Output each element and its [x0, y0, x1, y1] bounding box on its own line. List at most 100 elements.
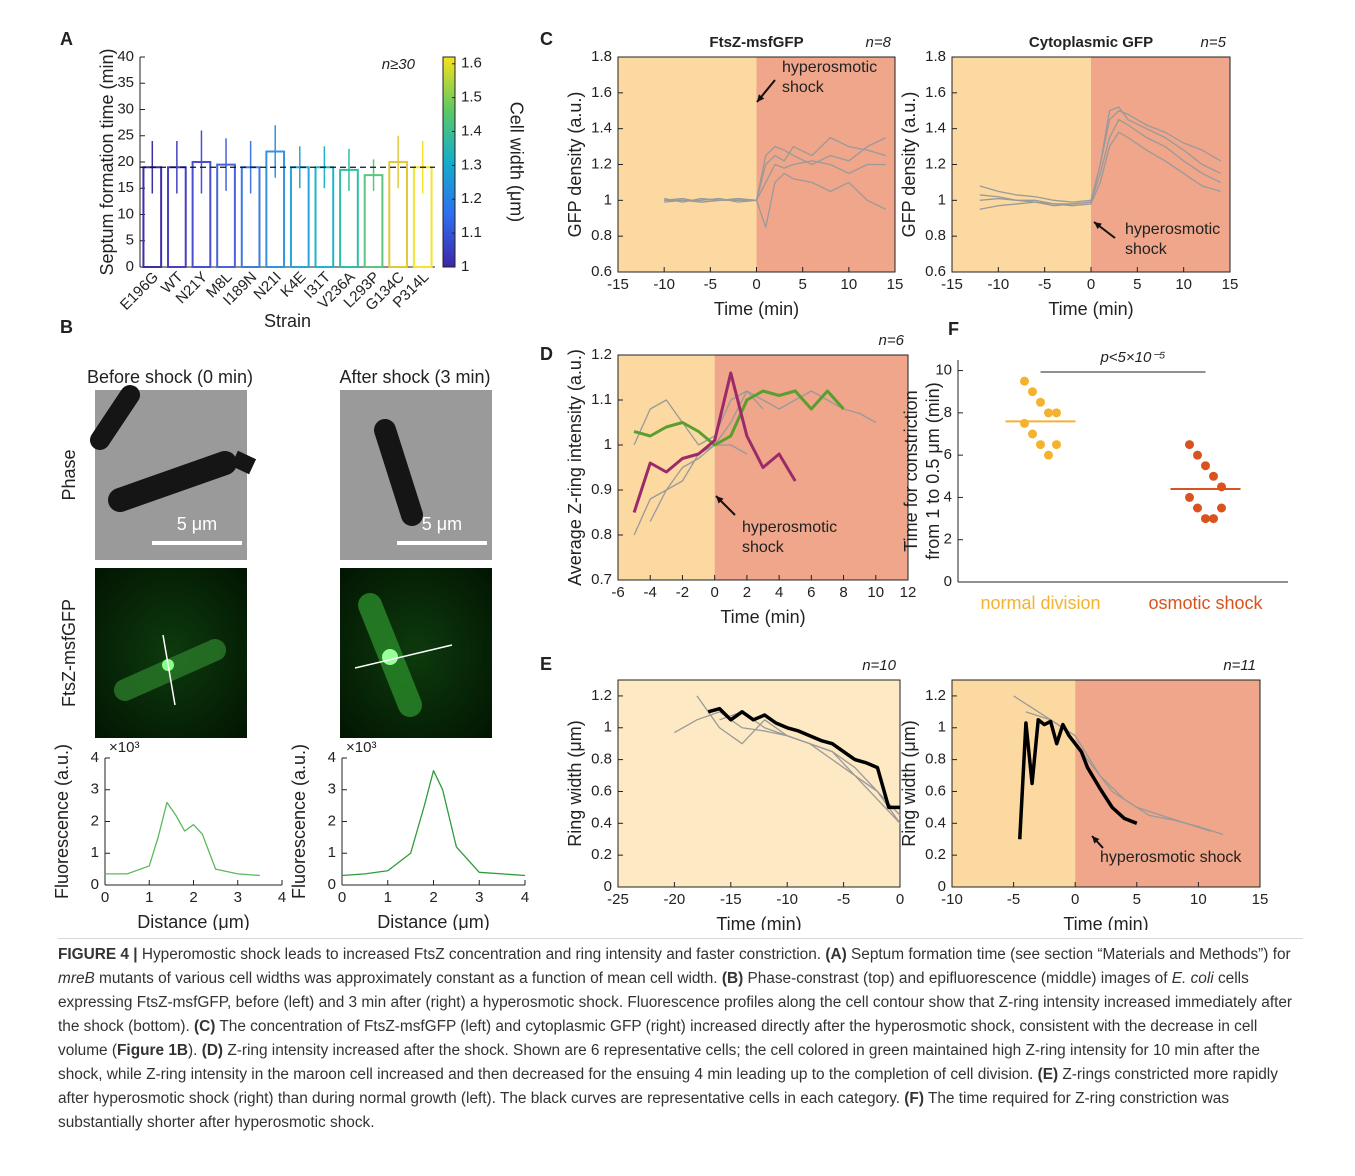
x-tick-label: 5 [1133, 276, 1141, 293]
series-line [979, 119, 1222, 205]
plot-frame [617, 679, 901, 888]
category-label: osmotic shock [1148, 593, 1263, 613]
data-point [1020, 376, 1029, 386]
chart: 0 1 2 3 4 0 1 2 3 4 ×10³ Distance (μm) Fluorescence … [52, 739, 286, 930]
panel-label: F [948, 319, 959, 339]
chart-title: FtsZ-msfGFP [709, 34, 803, 51]
colorbar-tick-label: 1.2 [461, 190, 482, 207]
x-tick-label: 2 [429, 889, 437, 906]
y-tick-label: 1 [938, 191, 946, 208]
y-tick-label: 1.2 [591, 346, 612, 363]
annotation: n=10 [862, 657, 896, 674]
x-tick-label: 0 [752, 276, 760, 293]
x-tick-label: -15 [607, 276, 629, 293]
y-tick-label: 0.8 [591, 751, 612, 768]
x-tick-label: 4 [521, 889, 529, 906]
image-title: Before shock (0 min) [87, 367, 253, 387]
image-row-label: Phase [59, 449, 79, 500]
chart: 0.6 0.8 1 1.2 1.4 1.6 1.8 -15 -10 -5 0 5 10 15 FtsZ-ms… [565, 34, 904, 319]
data-point [1036, 440, 1045, 450]
chart: 0.6 0.8 1 1.2 1.4 1.6 1.8 -15 -10 -5 0 5 10 15 Cytopla… [899, 34, 1239, 319]
callout: shock [1125, 241, 1168, 258]
y-tick-label: 1.2 [591, 155, 612, 172]
colorbar-tick-label: 1.3 [461, 156, 482, 173]
x-tick-label: 4 [278, 889, 286, 906]
y-tick-label: 1 [604, 436, 612, 453]
y-tick-label: 0 [604, 878, 612, 895]
y-tick-label: 4 [328, 749, 336, 766]
callout: shock [782, 79, 825, 96]
series-line [632, 371, 797, 513]
callout: hyperosmotic [742, 519, 837, 536]
caption-text: Z-ring intensity increased after the sho… [58, 1042, 1260, 1083]
chart: 0 1 2 3 4 0 1 2 3 4 ×10³ Distance (μm) Fluorescence … [289, 739, 529, 930]
annotation: p<5×10⁻⁵ [1099, 349, 1165, 366]
y-tick-label: 0 [938, 878, 946, 895]
caption: FIGURE 4 | Hyperomostic shock leads to i… [58, 938, 1303, 1135]
x-axis-label: Time (min) [720, 607, 805, 627]
caption-text: ). [188, 1042, 202, 1059]
series-line [707, 706, 900, 810]
data-point [1052, 440, 1061, 450]
y-tick-label: 0 [91, 876, 99, 893]
x-tick-label: 10 [1190, 891, 1207, 908]
shaded-region [714, 355, 908, 580]
x-tick-label: 1 [384, 889, 392, 906]
data-point [1193, 503, 1202, 513]
data-point [1193, 450, 1202, 460]
y-tick-label: 0.8 [591, 526, 612, 543]
figure: Before shock (0 min) After shock (3 min)… [52, 29, 1288, 930]
y-tick-label: 0.9 [591, 481, 612, 498]
caption-text: (A) [825, 946, 847, 963]
data-point [1201, 461, 1210, 471]
y-tick-label: 1.2 [925, 687, 946, 704]
x-tick-label: 15 [1222, 276, 1239, 293]
series-line [979, 131, 1221, 210]
fluorescence-image-before [95, 568, 247, 738]
colorbar [442, 56, 456, 268]
caption-text: Z-rings constricted more rapidly after h… [58, 1066, 1278, 1107]
x-tick-label: 3 [234, 889, 242, 906]
plot-frame [951, 679, 1261, 888]
series-line [633, 389, 845, 447]
y-tick-label: 3 [91, 781, 99, 798]
annotation: n=11 [1223, 657, 1256, 674]
callout-arrowhead [1094, 222, 1102, 230]
caption-text: mutants of various cell widths was appro… [94, 970, 722, 987]
category-label: normal division [980, 593, 1100, 613]
y-tick-label: 35 [117, 74, 134, 91]
colorbar-tick-label: 1.5 [461, 89, 482, 106]
callout: hyperosmotic shock [1100, 849, 1242, 866]
x-tick-label: -10 [941, 891, 963, 908]
x-tick-label: 10 [867, 584, 884, 601]
annotation: n=6 [879, 332, 905, 349]
x-tick-label: -5 [1038, 276, 1051, 293]
y-tick-label: 25 [117, 127, 134, 144]
chart: 0 0.2 0.4 0.6 0.8 1 1.2 -10 -5 0 5 10 15 n=11 Time (mi… [899, 657, 1269, 930]
y-tick-label: 0.8 [925, 227, 946, 244]
y-tick-label: 2 [328, 812, 336, 829]
y-tick-label: 0.8 [925, 751, 946, 768]
y-tick-label: 0.6 [591, 263, 612, 280]
fluorescence-image-after [340, 568, 492, 738]
y-tick-label: 0.2 [591, 846, 612, 863]
y-tick-label: 8 [944, 404, 952, 421]
chart: 0.7 0.8 0.9 1 1.1 1.2 -6 -4 -2 0 2 4 6 8 10 12 n=6 Time (… [565, 332, 917, 627]
data-point [1044, 450, 1053, 460]
y-tick-label: 15 [117, 179, 134, 196]
colorbar-tick-label: 1.4 [461, 122, 482, 139]
x-tick-label: -4 [644, 584, 657, 601]
y-axis-label: Time for constriction [901, 390, 921, 551]
caption-text: Phase-constrast (top) and epifluorescenc… [743, 970, 1172, 987]
data-point [1028, 429, 1037, 439]
y-tick-label: 4 [91, 749, 99, 766]
x-axis-label: Distance (μm) [377, 912, 489, 930]
data-point [1209, 514, 1218, 524]
annotation: ×10³ [346, 739, 376, 756]
x-tick-label: 10 [1175, 276, 1192, 293]
x-axis-label: Strain [264, 311, 311, 331]
y-tick-label: 1 [938, 719, 946, 736]
y-tick-label: 0.8 [591, 227, 612, 244]
y-tick-label: 0.4 [925, 814, 946, 831]
